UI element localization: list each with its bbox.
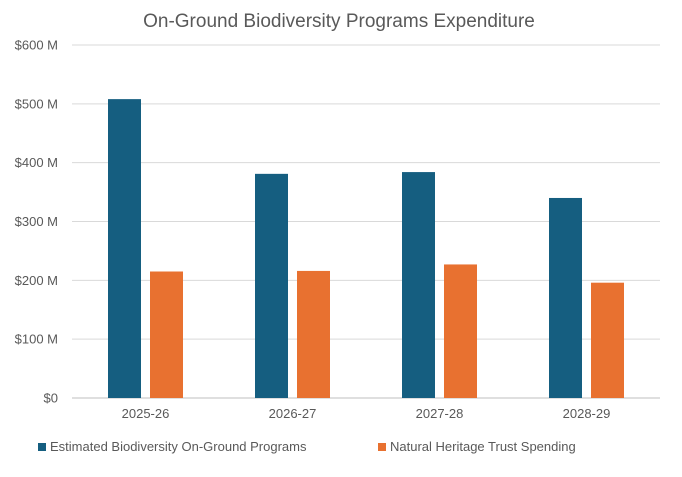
y-tick-label: $400 M (15, 155, 58, 170)
bars (108, 99, 624, 399)
legend-swatch (38, 443, 46, 451)
y-tick-label: $0 (44, 391, 58, 406)
y-tick-label: $500 M (15, 96, 58, 111)
y-tick-label: $100 M (15, 332, 58, 347)
y-tick-label: $600 M (15, 38, 58, 53)
y-axis-tick-labels: $0 $100 M $200 M $300 M $400 M $500 M $600 M (15, 38, 58, 406)
bar-estimated-biodiversity-2027-28 (402, 172, 435, 398)
x-tick-label: 2025-26 (122, 406, 170, 421)
bar-natural-heritage-trust-2025-26 (150, 271, 183, 398)
bar-natural-heritage-trust-2028-29 (591, 282, 624, 398)
legend-swatch (378, 443, 386, 451)
chart-title: On-Ground Biodiversity Programs Expendit… (143, 11, 535, 32)
bar-estimated-biodiversity-2026-27 (255, 173, 288, 398)
x-tick-label: 2026-27 (269, 406, 317, 421)
x-tick-label: 2027-28 (416, 406, 464, 421)
bar-estimated-biodiversity-2025-26 (108, 99, 141, 399)
y-tick-label: $200 M (15, 273, 58, 288)
legend: Estimated Biodiversity On-Ground Program… (38, 439, 576, 454)
bar-natural-heritage-trust-2026-27 (297, 270, 330, 398)
x-axis-tick-labels: 2025-26 2026-27 2027-28 2028-29 (122, 406, 611, 421)
bar-natural-heritage-trust-2027-28 (444, 264, 477, 398)
x-tick-label: 2028-29 (563, 406, 611, 421)
bar-estimated-biodiversity-2028-29 (549, 197, 582, 398)
y-tick-label: $300 M (15, 214, 58, 229)
legend-label: Estimated Biodiversity On-Ground Program… (50, 439, 307, 454)
legend-label: Natural Heritage Trust Spending (390, 439, 576, 454)
